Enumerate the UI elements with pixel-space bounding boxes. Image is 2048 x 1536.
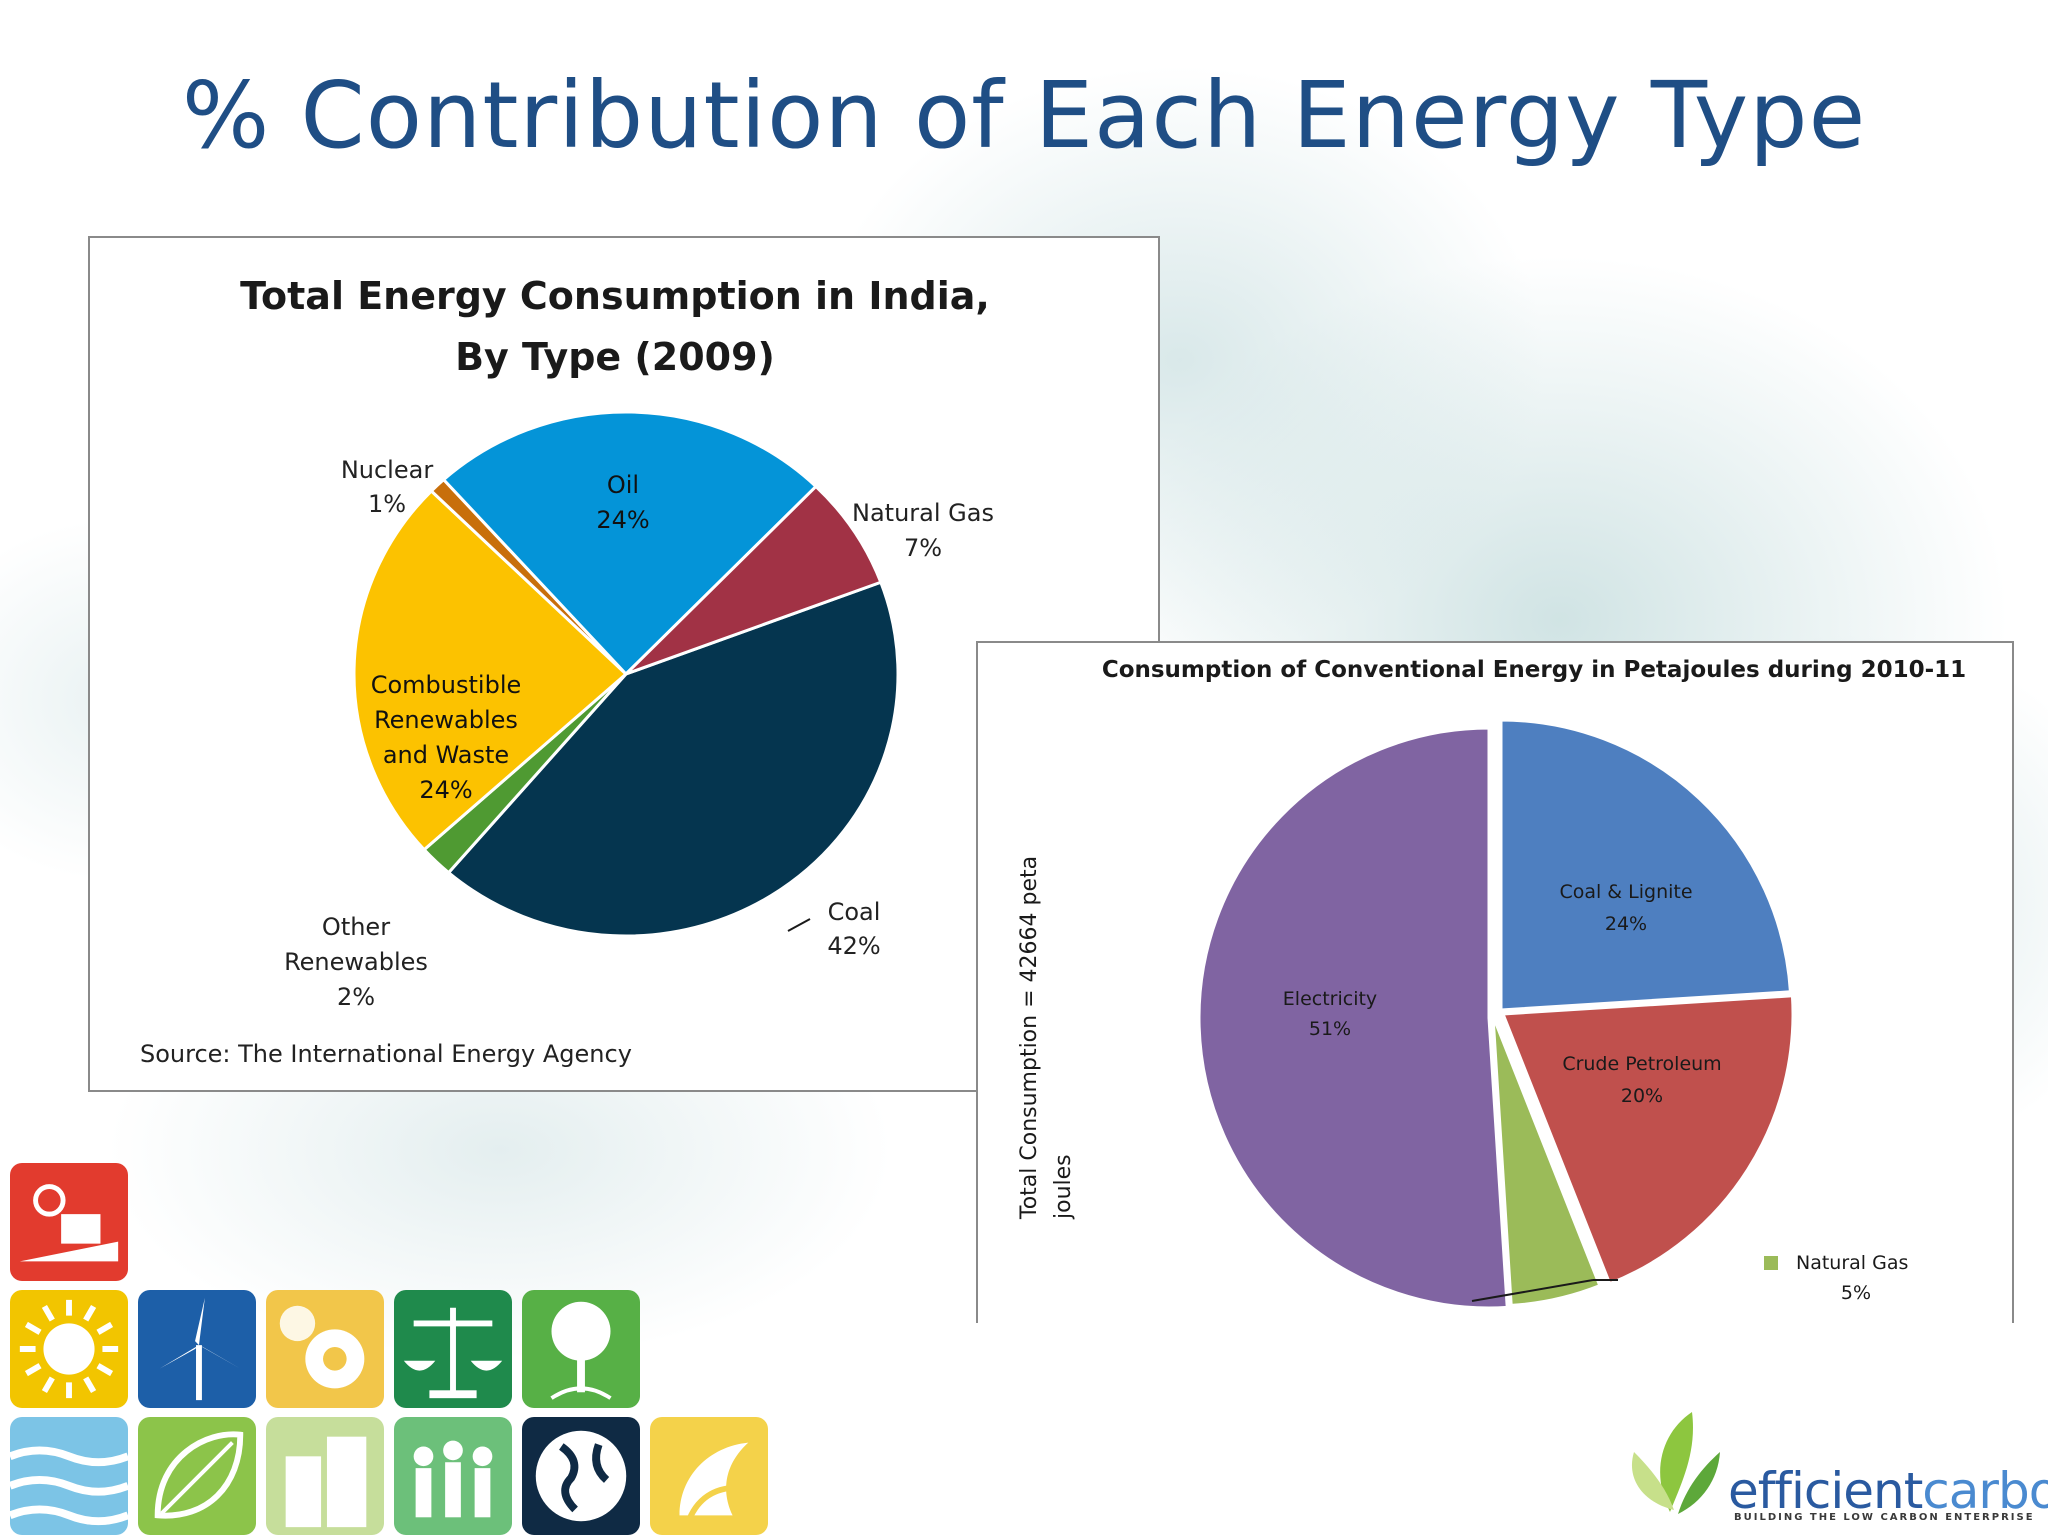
label-natural-gas-value: 7% [904, 534, 942, 562]
coal-leader-line [787, 918, 811, 932]
balance-scale-icon [394, 1290, 512, 1408]
chart-2-slice-coal-and-lignite [1499, 718, 1793, 1012]
chart-1-subtitle: By Type (2009) [455, 335, 775, 379]
chart-2-slice-electricity [1197, 726, 1509, 1310]
logo-wordmark: efficientcarbon [1728, 1462, 2048, 1520]
factory-worker-icon [10, 1163, 128, 1281]
pie-chart-svg-1: Total Energy Consumption in India, By Ty… [140, 274, 994, 1068]
butterfly-leaf-icon [1631, 1412, 1720, 1514]
chart-1-slice-oil [441, 410, 819, 677]
chart-1-title: Total Energy Consumption in India, [240, 274, 990, 318]
logo-word-carbon: carbon [1922, 1462, 2048, 1520]
label-other-renewables-value: 2% [337, 983, 375, 1011]
chart-2-ylabel-line-1: Total Consumption = 42664 peta [1017, 856, 1042, 1220]
label-combustible-value: 24% [419, 776, 472, 804]
swirl-icon [650, 1417, 768, 1535]
legend-label-natural-gas: Natural Gas [1796, 1252, 1908, 1274]
legend-swatch-natural-gas [1764, 1256, 1778, 1270]
leaf-icon [138, 1417, 256, 1535]
label-crude-petroleum-name: Crude Petroleum [1562, 1053, 1721, 1075]
chart-2-ylabel-line-2: joules [1051, 1154, 1076, 1220]
chart-2-slice-crude-petroleum [1500, 994, 1795, 1286]
label-nuclear-name: Nuclear [341, 456, 434, 484]
label-combustible-line-3: and Waste [383, 741, 509, 769]
chart-conventional-energy-petajoules: Consumption of Conventional Energy in Pe… [976, 641, 2014, 1323]
chart-1-slice-natural-gas [624, 484, 883, 676]
label-coal-name: Coal [828, 898, 881, 926]
gears-icon [266, 1290, 384, 1408]
legend-value-natural-gas: 5% [1841, 1282, 1871, 1304]
buildings-icon [266, 1417, 384, 1535]
chart-1-slice-coal [446, 580, 900, 938]
wind-turbine-icon [138, 1290, 256, 1408]
chart-2-ylabel: Total Consumption = 42664 peta joules [1017, 856, 1076, 1220]
natural-gas-leader-line [1471, 1279, 1594, 1302]
chart-2-slice-natural-gas [1491, 1015, 1602, 1308]
label-coal-value: 42% [827, 932, 880, 960]
logo-word-efficient: efficient [1728, 1462, 1923, 1520]
slide-title: % Contribution of Each Energy Type [181, 62, 1867, 169]
label-coal-lignite-value: 24% [1605, 913, 1647, 935]
label-electricity-name: Electricity [1283, 988, 1377, 1010]
label-combustible-line-1: Combustible [371, 671, 522, 699]
people-icon [394, 1417, 512, 1535]
sun-icon [10, 1290, 128, 1408]
label-other-renewables-line-1: Other [322, 913, 390, 941]
label-oil-value: 24% [596, 506, 649, 534]
pie-chart-svg-2: Consumption of Conventional Energy in Pe… [1017, 657, 1966, 1310]
label-oil-name: Oil [607, 471, 639, 499]
globe-icon [522, 1417, 640, 1535]
logo-tagline: BUILDING THE LOW CARBON ENTERPRISE [1734, 1512, 2035, 1523]
water-waves-icon [10, 1417, 128, 1535]
chart-2-title: Consumption of Conventional Energy in Pe… [1102, 657, 1966, 683]
label-combustible-line-2: Renewables [374, 706, 518, 734]
label-other-renewables-line-2: Renewables [284, 948, 428, 976]
label-coal-lignite-name: Coal & Lignite [1559, 881, 1692, 903]
chart-1-source: Source: The International Energy Agency [140, 1040, 632, 1068]
label-crude-petroleum-value: 20% [1621, 1085, 1663, 1107]
chart-1-slice-combustible-renewables-and-waste [352, 488, 629, 852]
tree-icon [522, 1290, 640, 1408]
label-natural-gas-name: Natural Gas [852, 499, 994, 527]
label-electricity-value: 51% [1309, 1018, 1351, 1040]
label-nuclear-value: 1% [368, 490, 406, 518]
